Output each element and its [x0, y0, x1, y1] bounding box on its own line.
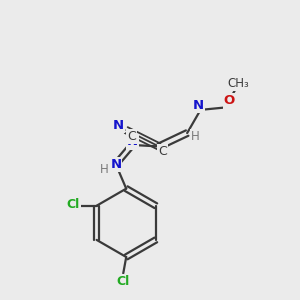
Text: O: O: [224, 94, 235, 107]
Text: N: N: [193, 99, 204, 112]
Text: N: N: [112, 119, 124, 132]
Text: Cl: Cl: [67, 198, 80, 211]
Text: Cl: Cl: [117, 275, 130, 288]
Text: C: C: [127, 130, 136, 142]
Text: H: H: [191, 130, 200, 143]
Text: N: N: [110, 158, 122, 171]
Text: C: C: [158, 145, 167, 158]
Text: H: H: [100, 163, 109, 176]
Text: CH₃: CH₃: [227, 76, 249, 90]
Text: N: N: [127, 136, 138, 148]
